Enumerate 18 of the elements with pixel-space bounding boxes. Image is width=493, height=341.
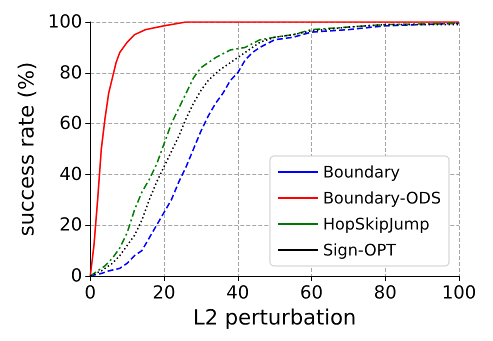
y-tick-label: 20	[59, 214, 82, 236]
x-axis-title: L2 perturbation	[193, 305, 356, 330]
x-tick-label: 0	[84, 282, 96, 304]
y-tick-label: 0	[70, 266, 82, 286]
y-tick-label: 100	[48, 12, 82, 32]
x-tick-label: 20	[152, 282, 176, 304]
legend-label: Boundary	[322, 162, 400, 182]
x-tick-label: 100	[442, 282, 476, 304]
legend-label: Sign-OPT	[322, 240, 396, 260]
legend-label: HopSkipJump	[322, 214, 430, 234]
y-tick-label: 80	[59, 62, 82, 84]
legend-label: Boundary-ODS	[322, 188, 441, 208]
x-tick-label: 40	[226, 282, 250, 304]
x-tick-label: 80	[374, 282, 397, 304]
y-axis-title: success rate (%)	[14, 62, 38, 236]
x-tick-label: 60	[300, 282, 323, 304]
y-tick-label: 40	[59, 164, 82, 185]
y-tick-label: 60	[59, 113, 82, 134]
